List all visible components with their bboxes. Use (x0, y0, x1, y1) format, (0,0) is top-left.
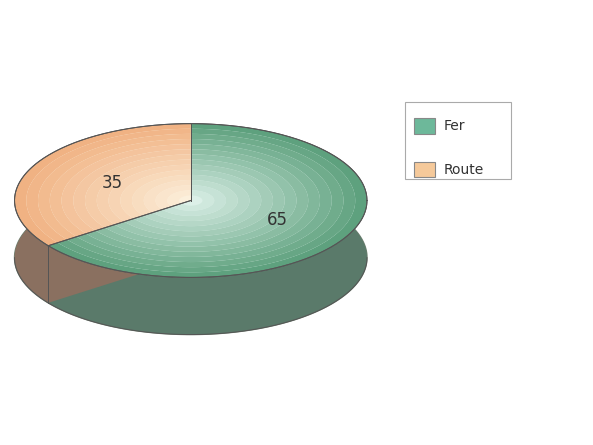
Polygon shape (153, 180, 238, 221)
Polygon shape (167, 190, 191, 206)
Polygon shape (172, 190, 214, 211)
Polygon shape (48, 201, 191, 303)
Text: Route: Route (444, 163, 484, 177)
Polygon shape (132, 175, 191, 215)
Polygon shape (86, 144, 320, 257)
Polygon shape (124, 165, 273, 236)
Polygon shape (76, 139, 331, 262)
Polygon shape (38, 134, 191, 240)
Polygon shape (124, 165, 273, 236)
Polygon shape (50, 139, 191, 237)
Polygon shape (134, 170, 262, 231)
Polygon shape (26, 129, 191, 243)
Polygon shape (85, 154, 191, 228)
Polygon shape (50, 139, 191, 237)
Polygon shape (172, 190, 214, 211)
Polygon shape (120, 170, 191, 218)
Polygon shape (62, 144, 191, 234)
Text: 65: 65 (267, 211, 288, 229)
Polygon shape (48, 124, 367, 277)
Polygon shape (144, 175, 250, 226)
Polygon shape (114, 159, 285, 242)
Polygon shape (76, 139, 331, 262)
Polygon shape (67, 134, 343, 267)
Polygon shape (14, 124, 191, 246)
Polygon shape (120, 170, 191, 218)
Polygon shape (97, 159, 191, 225)
Polygon shape (48, 124, 367, 277)
Text: Fer: Fer (444, 119, 465, 133)
Polygon shape (109, 165, 191, 222)
Bar (414, 118, 435, 134)
Polygon shape (114, 159, 285, 242)
Polygon shape (95, 149, 308, 252)
Polygon shape (167, 190, 191, 206)
Polygon shape (95, 149, 308, 252)
Polygon shape (14, 124, 191, 246)
Polygon shape (153, 180, 238, 221)
Polygon shape (134, 170, 262, 231)
Text: 35: 35 (101, 174, 123, 192)
Polygon shape (38, 134, 191, 240)
Polygon shape (85, 154, 191, 228)
Polygon shape (48, 201, 191, 303)
Polygon shape (67, 134, 343, 267)
Polygon shape (26, 129, 191, 243)
Polygon shape (14, 124, 191, 246)
Polygon shape (155, 185, 191, 210)
Polygon shape (14, 124, 191, 303)
Polygon shape (162, 185, 226, 216)
Polygon shape (155, 185, 191, 210)
FancyBboxPatch shape (405, 101, 511, 178)
Polygon shape (48, 124, 367, 335)
Polygon shape (144, 175, 250, 226)
Polygon shape (74, 149, 191, 231)
Polygon shape (15, 181, 367, 335)
Bar (414, 162, 435, 178)
Polygon shape (58, 129, 355, 272)
Polygon shape (105, 154, 296, 247)
Polygon shape (74, 149, 191, 231)
Polygon shape (86, 144, 320, 257)
Polygon shape (62, 144, 191, 234)
Polygon shape (144, 180, 191, 213)
Polygon shape (181, 195, 202, 206)
Polygon shape (48, 124, 367, 277)
Polygon shape (144, 180, 191, 213)
Polygon shape (162, 185, 226, 216)
Polygon shape (97, 159, 191, 225)
Polygon shape (58, 129, 355, 272)
Polygon shape (109, 165, 191, 222)
Polygon shape (132, 175, 191, 215)
Polygon shape (179, 195, 191, 203)
Polygon shape (105, 154, 296, 247)
